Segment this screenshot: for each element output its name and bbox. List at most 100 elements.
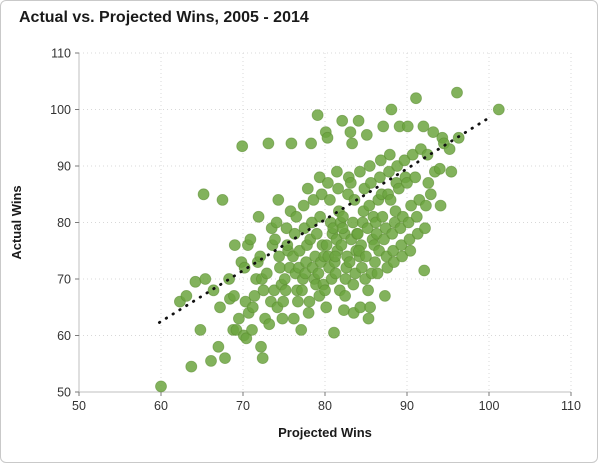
data-point <box>281 239 294 252</box>
data-point <box>246 323 258 336</box>
data-point <box>424 188 437 201</box>
data-point <box>492 103 505 116</box>
data-point <box>445 165 458 178</box>
data-point <box>398 154 411 167</box>
data-point <box>285 137 298 150</box>
data-point <box>378 289 391 302</box>
data-point <box>260 267 273 280</box>
data-point <box>351 227 364 240</box>
data-point <box>205 354 217 367</box>
data-point <box>404 244 417 257</box>
data-point <box>272 193 285 206</box>
data-point <box>273 250 286 263</box>
data-point <box>297 199 310 212</box>
y-tick-label: 100 <box>50 103 71 117</box>
data-point <box>383 148 396 161</box>
data-point <box>277 295 290 308</box>
data-point <box>330 165 343 178</box>
data-point <box>216 193 229 206</box>
data-point <box>263 318 276 331</box>
data-point <box>401 176 413 189</box>
data-point <box>344 126 357 139</box>
data-point <box>321 176 334 189</box>
x-axis-title: Projected Wins <box>278 425 372 440</box>
data-point <box>248 289 261 302</box>
data-point <box>321 131 334 144</box>
data-point <box>252 210 265 223</box>
data-point <box>418 264 431 277</box>
data-point <box>417 120 430 133</box>
data-point <box>291 295 304 308</box>
data-point <box>346 137 359 150</box>
data-point <box>360 250 372 263</box>
data-point <box>336 114 349 127</box>
data-point <box>396 250 409 263</box>
data-point <box>240 332 253 345</box>
data-point <box>354 301 367 314</box>
data-point <box>257 284 270 297</box>
data-point <box>347 278 360 291</box>
trendline <box>157 114 493 324</box>
data-point <box>287 312 300 325</box>
data-point <box>307 193 320 206</box>
data-point <box>320 301 333 314</box>
data-point <box>443 143 456 156</box>
data-point <box>451 86 463 99</box>
data-point <box>363 160 376 172</box>
data-point <box>256 352 269 365</box>
data-point <box>311 109 324 121</box>
data-point <box>212 340 225 353</box>
data-point <box>343 256 356 269</box>
tick-labels: 50 60 70 80 90 100 110 50 60 70 80 90 100 110 <box>50 47 581 414</box>
data-point <box>262 137 275 150</box>
x-tick-label: 50 <box>72 399 86 413</box>
trend-dotted-line <box>157 114 493 324</box>
data-point <box>385 103 398 116</box>
data-point <box>336 222 349 235</box>
data-point <box>402 216 415 229</box>
data-point <box>214 301 226 314</box>
data-point <box>373 171 386 184</box>
data-point <box>346 216 359 229</box>
data-point <box>280 222 293 235</box>
data-point <box>236 140 249 153</box>
x-tick-label: 90 <box>400 399 414 413</box>
data-point <box>270 216 283 229</box>
data-point <box>422 176 435 189</box>
y-tick-label: 110 <box>51 47 71 61</box>
chart-title: Actual vs. Projected Wins, 2005 - 2014 <box>19 9 309 26</box>
data-point <box>409 171 422 184</box>
data-point <box>419 222 431 235</box>
data-point <box>392 182 405 195</box>
data-point <box>377 120 390 133</box>
data-point <box>384 193 397 206</box>
data-point <box>344 176 357 189</box>
data-point <box>189 275 202 288</box>
y-tick-label: 70 <box>57 273 71 287</box>
data-point <box>185 360 198 373</box>
data-point <box>199 273 212 285</box>
data-point <box>232 312 245 325</box>
data-point <box>434 199 447 212</box>
data-point <box>314 210 327 223</box>
data-point <box>348 193 361 206</box>
data-point <box>355 261 368 274</box>
data-point <box>269 233 281 246</box>
data-point <box>246 301 259 314</box>
data-point <box>207 284 220 297</box>
data-point <box>394 222 407 235</box>
data-point <box>315 188 328 201</box>
data-point <box>360 128 373 141</box>
data-point <box>406 148 419 161</box>
data-point <box>339 289 352 302</box>
data-point <box>305 137 318 150</box>
data-point <box>312 267 325 280</box>
data-point <box>335 239 348 252</box>
data-point <box>320 239 333 252</box>
data-point <box>361 222 374 235</box>
data-point <box>319 284 331 297</box>
data-point <box>401 120 414 133</box>
data-point <box>371 267 384 280</box>
data-point <box>329 250 342 263</box>
